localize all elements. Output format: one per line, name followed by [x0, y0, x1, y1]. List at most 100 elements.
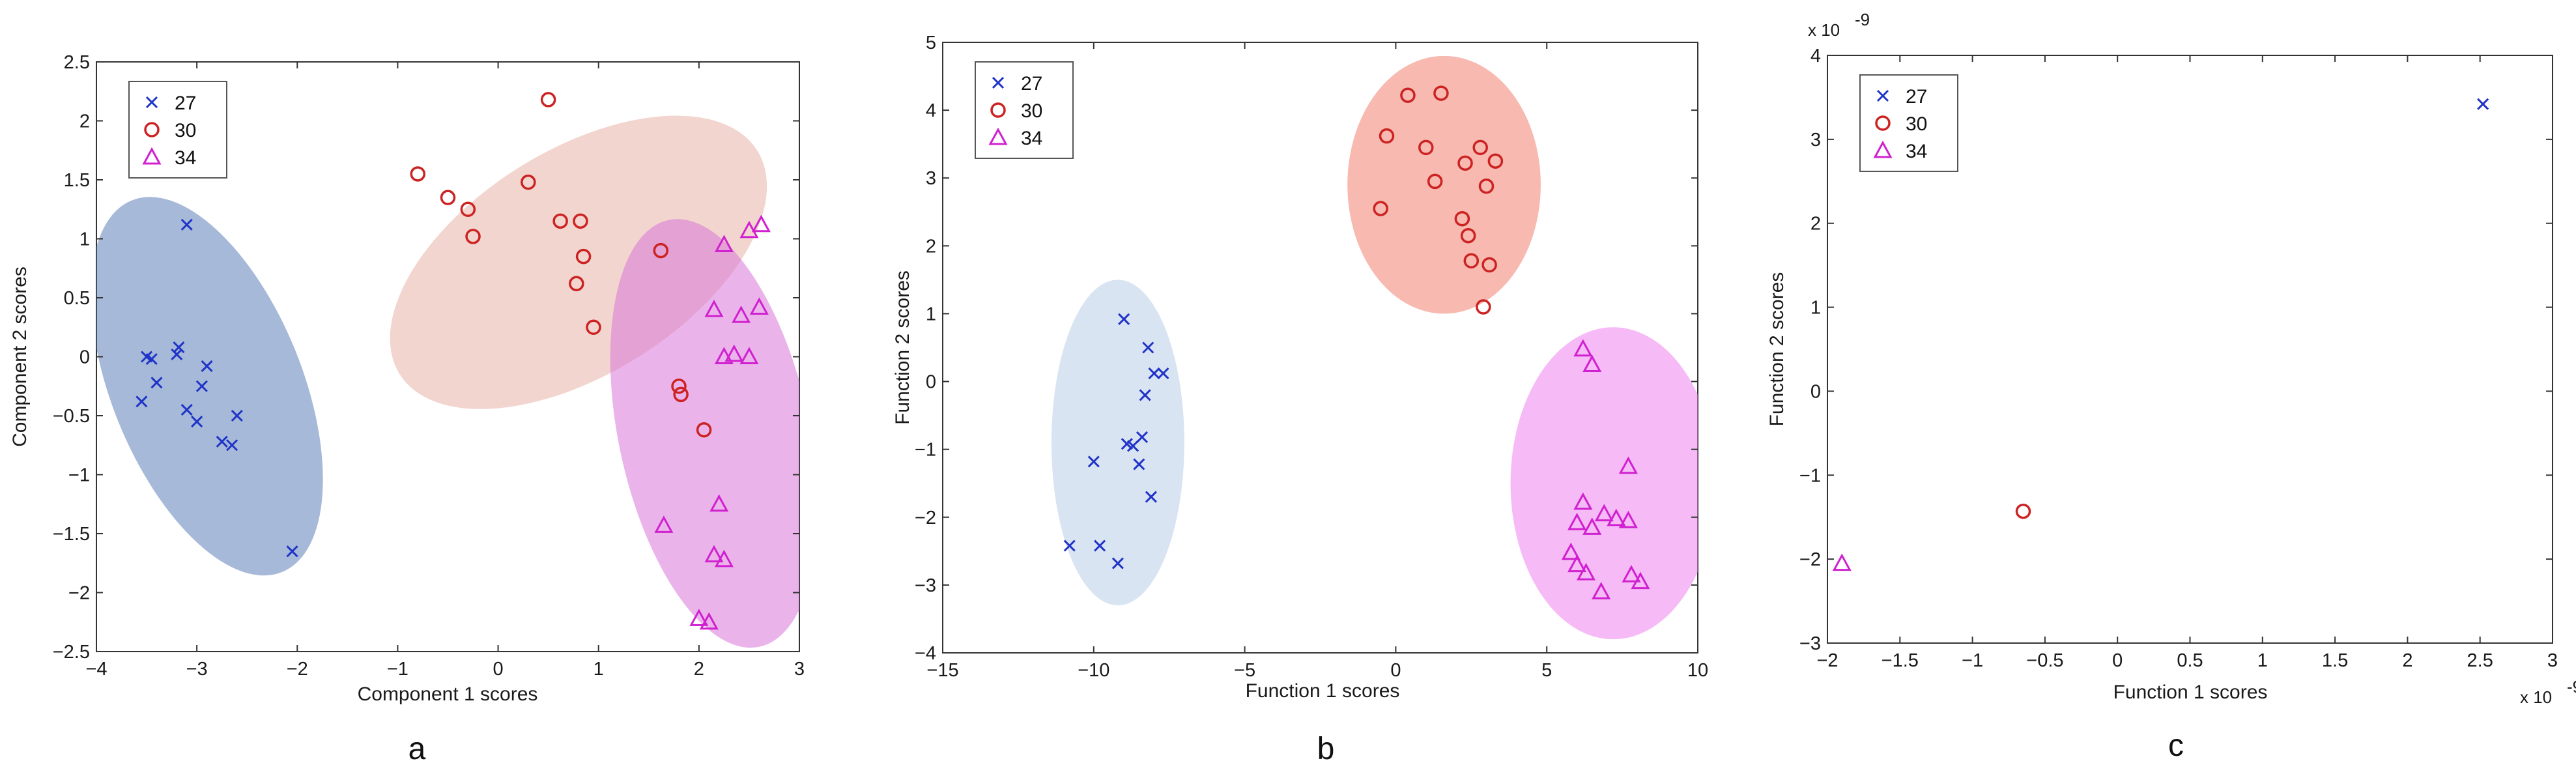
data-point	[1607, 508, 1626, 526]
y-tick-label: 0	[79, 347, 90, 368]
x-tick-label: 1.5	[2322, 650, 2348, 671]
y-tick-label: 3	[926, 168, 936, 189]
data-point	[1618, 510, 1638, 528]
x-tick-label: −1	[387, 659, 408, 680]
y-tick-label: −3	[915, 575, 936, 596]
data-point	[654, 515, 674, 533]
y-tick-label: 3	[1810, 130, 1821, 151]
x-tick-label: −4	[85, 659, 107, 680]
data-point	[1457, 155, 1473, 171]
y-tick-label: 0.5	[64, 288, 90, 309]
y-tick-label: 0	[926, 372, 936, 393]
ellipse-group	[1051, 55, 1698, 640]
legend: 27 30 34	[975, 61, 1074, 159]
data-point	[1460, 227, 1476, 244]
marker-stroke	[1136, 431, 1149, 443]
data-point	[1418, 139, 1434, 156]
data-point	[540, 92, 556, 108]
marker-stroke	[171, 348, 183, 360]
series-34	[654, 214, 771, 630]
legend-marker-30	[990, 102, 1006, 118]
marker-stroke	[1876, 89, 1889, 102]
data-point	[724, 344, 744, 362]
data-point	[552, 213, 568, 229]
data-point	[689, 609, 709, 626]
x-tick-label: 0	[1390, 660, 1401, 681]
data-point	[226, 439, 238, 452]
data-point	[1087, 455, 1100, 468]
marker-stroke	[1148, 367, 1160, 380]
series-34	[1561, 339, 1650, 599]
data-point	[1592, 582, 1611, 599]
legend-marker-27	[992, 76, 1005, 89]
data-point	[704, 299, 724, 317]
confidence-ellipse-27	[1051, 280, 1184, 606]
x-tick-label: 3	[2547, 650, 2558, 671]
data-point	[1148, 367, 1160, 380]
y-axis-label: Function 2 scores	[1766, 272, 1788, 427]
marker-stroke	[1094, 539, 1106, 552]
x-exponent-label: x 10	[2520, 687, 2552, 707]
data-point	[1487, 153, 1504, 169]
data-point	[2477, 98, 2489, 110]
marker-stroke	[226, 439, 238, 452]
data-point	[1463, 253, 1480, 268]
panel-label: c	[2168, 728, 2184, 763]
marker-stroke	[1087, 455, 1100, 468]
y-tick-label: 2	[79, 111, 90, 132]
legend-label-34: 34	[175, 147, 196, 169]
data-point	[1427, 173, 1443, 190]
data-point	[1573, 492, 1593, 510]
y-tick-label: −1	[1799, 465, 1821, 486]
data-point	[1133, 458, 1145, 470]
data-point	[145, 353, 158, 366]
y-tick-label: −1	[915, 440, 936, 461]
data-point	[201, 360, 213, 373]
legend-label-34: 34	[1021, 128, 1042, 149]
legend-marker-27	[145, 96, 158, 109]
confidence-ellipse-30	[390, 115, 767, 409]
y-tick-label: 4	[1810, 46, 1821, 66]
marker-stroke	[1111, 557, 1124, 569]
x-tick-label: −15	[926, 660, 958, 681]
data-point	[1145, 491, 1157, 503]
marker-stroke	[992, 76, 1005, 89]
x-tick-label: 10	[1687, 660, 1708, 681]
y-axis-label: Function 2 scores	[892, 270, 913, 425]
data-point	[136, 395, 148, 408]
data-point	[586, 319, 601, 335]
y-tick-label: 4	[926, 100, 936, 121]
data-point	[1594, 504, 1614, 522]
data-point	[150, 377, 163, 389]
y-tick-label: −0.5	[53, 406, 90, 427]
marker-stroke	[195, 380, 208, 392]
legend-label-30: 30	[1906, 113, 1927, 135]
data-point	[216, 435, 228, 448]
data-point	[1476, 299, 1491, 315]
marker-stroke	[1139, 389, 1151, 401]
data-point	[709, 494, 729, 512]
x-tick-label: −1	[1962, 650, 1983, 671]
data-point	[180, 403, 193, 416]
panel-label: b	[1317, 732, 1335, 766]
data-point	[171, 348, 183, 360]
data-point	[465, 229, 481, 244]
data-point	[1472, 139, 1488, 156]
x-tick-label: 1	[2257, 650, 2268, 671]
y-tick-label: −4	[915, 643, 936, 664]
data-point	[1127, 440, 1139, 452]
data-point	[573, 213, 588, 229]
data-point	[440, 190, 456, 205]
legend-marker-34	[988, 127, 1008, 145]
marker-stroke	[2477, 98, 2489, 110]
legend-marker-34	[1873, 140, 1893, 158]
data-point	[704, 545, 724, 563]
data-point	[1433, 85, 1449, 101]
marker-stroke	[201, 360, 213, 373]
y-tick-label: 1	[1810, 298, 1821, 319]
y-tick-label: −2	[915, 508, 936, 528]
x-tick-label: 2	[2402, 650, 2412, 671]
marker-stroke	[1133, 458, 1145, 470]
